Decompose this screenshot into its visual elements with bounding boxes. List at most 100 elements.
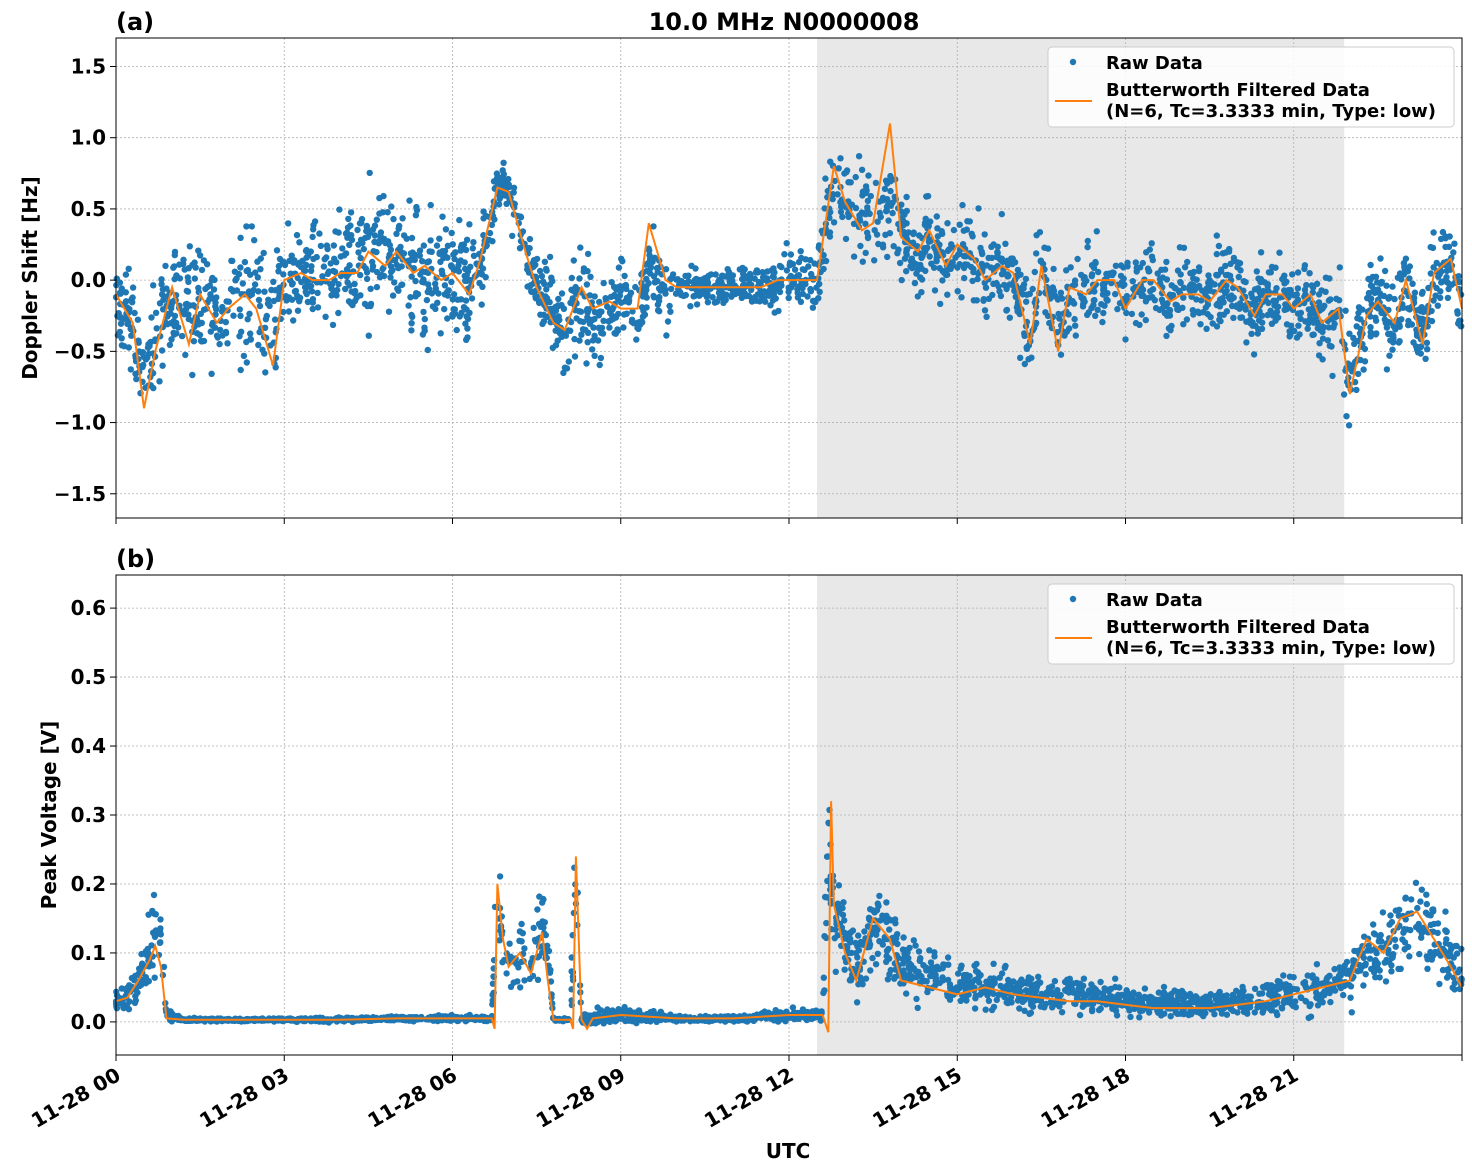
- raw-data-point: [541, 280, 548, 288]
- raw-data-point: [1424, 346, 1431, 353]
- raw-data-point: [272, 287, 279, 294]
- raw-data-point: [295, 261, 302, 268]
- raw-data-point: [144, 949, 151, 957]
- raw-data-point: [1315, 299, 1323, 306]
- raw-data-point: [864, 229, 871, 236]
- raw-data-point: [138, 981, 145, 989]
- raw-data-point: [933, 254, 940, 262]
- raw-data-point: [1133, 268, 1140, 275]
- raw-data-point: [1353, 386, 1360, 394]
- raw-data-point: [290, 317, 297, 324]
- raw-data-point: [238, 328, 245, 335]
- raw-data-point: [622, 282, 629, 289]
- raw-data-point: [643, 286, 650, 294]
- raw-data-point: [944, 954, 952, 961]
- raw-data-point: [1006, 314, 1013, 321]
- raw-data-point: [515, 964, 522, 971]
- raw-data-point: [1014, 980, 1021, 987]
- raw-data-point: [1093, 228, 1101, 235]
- raw-data-point: [546, 969, 554, 976]
- raw-data-point: [840, 899, 847, 906]
- raw-data-point: [760, 295, 767, 302]
- raw-data-point: [815, 295, 822, 302]
- raw-data-point: [1174, 1010, 1181, 1017]
- raw-data-point: [781, 251, 788, 258]
- raw-data-point: [864, 197, 872, 205]
- raw-data-point: [998, 255, 1005, 262]
- raw-data-point: [1092, 312, 1099, 319]
- raw-data-point: [914, 261, 921, 269]
- raw-data-point: [1171, 987, 1178, 994]
- raw-data-point: [1071, 280, 1078, 288]
- raw-data-point: [645, 280, 652, 287]
- raw-data-point: [1141, 994, 1149, 1002]
- raw-data-point: [1094, 306, 1101, 313]
- raw-data-point: [429, 303, 437, 310]
- raw-data-point: [1361, 345, 1369, 353]
- raw-data-point: [1014, 997, 1022, 1004]
- raw-data-point: [435, 290, 442, 297]
- raw-data-point: [496, 873, 504, 880]
- raw-data-point: [583, 307, 590, 315]
- raw-data-point: [364, 233, 372, 241]
- raw-data-point: [967, 263, 975, 271]
- raw-data-point: [1235, 273, 1243, 281]
- raw-data-point: [633, 336, 640, 343]
- raw-data-point: [785, 294, 792, 302]
- raw-data-point: [1132, 259, 1140, 266]
- raw-data-point: [783, 240, 790, 247]
- raw-data-point: [419, 258, 426, 265]
- raw-data-point: [876, 892, 883, 900]
- raw-data-point: [1139, 259, 1147, 267]
- raw-data-point: [1148, 253, 1156, 260]
- raw-data-point: [1242, 278, 1249, 286]
- raw-data-point: [571, 353, 579, 360]
- raw-data-point: [489, 991, 496, 998]
- raw-data-point: [567, 327, 574, 334]
- raw-data-point: [173, 330, 180, 337]
- panel-a-legend-filtered-params: (N=6, Tc=3.3333 min, Type: low): [1106, 101, 1436, 122]
- raw-data-point: [204, 283, 211, 291]
- raw-data-point: [981, 231, 988, 238]
- raw-data-point: [357, 236, 365, 243]
- raw-data-point: [887, 172, 894, 180]
- raw-data-point: [1410, 339, 1417, 346]
- raw-data-point: [1212, 992, 1220, 1000]
- raw-data-point: [412, 277, 419, 285]
- raw-data-point: [1145, 1009, 1153, 1016]
- raw-data-point: [125, 265, 132, 272]
- raw-data-point: [628, 316, 636, 323]
- raw-data-point: [656, 293, 663, 301]
- raw-data-point: [343, 266, 351, 273]
- raw-data-point: [1388, 968, 1395, 975]
- raw-data-point: [176, 261, 183, 268]
- raw-data-point: [466, 221, 473, 228]
- raw-data-point: [867, 192, 874, 200]
- raw-data-point: [1293, 986, 1301, 993]
- raw-data-point: [377, 233, 384, 240]
- raw-data-point: [1057, 351, 1065, 358]
- raw-data-point: [294, 274, 301, 282]
- raw-data-point: [534, 906, 541, 913]
- raw-data-point: [1346, 330, 1353, 337]
- raw-data-point: [1423, 900, 1431, 908]
- raw-data-point: [156, 378, 163, 385]
- raw-data-point: [859, 258, 866, 265]
- raw-data-point: [207, 328, 214, 335]
- raw-data-point: [117, 313, 124, 320]
- raw-data-point: [1218, 266, 1225, 273]
- raw-data-point: [483, 212, 490, 220]
- raw-data-point: [1273, 308, 1281, 316]
- raw-data-point: [1139, 286, 1147, 294]
- raw-data-point: [894, 250, 901, 257]
- raw-data-point: [977, 244, 984, 252]
- raw-data-point: [596, 298, 603, 306]
- raw-data-point: [168, 336, 175, 343]
- raw-data-point: [427, 201, 434, 209]
- raw-data-point: [1386, 352, 1393, 359]
- raw-data-point: [1340, 991, 1347, 999]
- raw-data-point: [1072, 322, 1079, 329]
- raw-data-point: [1290, 998, 1298, 1005]
- raw-data-point: [222, 318, 229, 326]
- raw-data-point: [1205, 272, 1212, 279]
